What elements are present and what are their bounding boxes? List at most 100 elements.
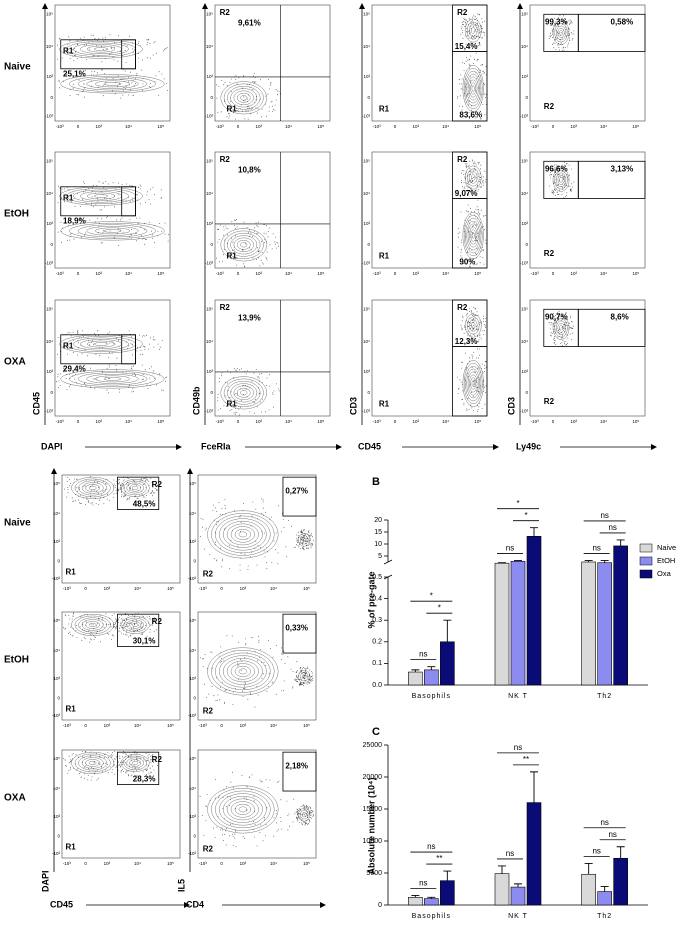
gate <box>121 186 136 217</box>
gate-label: R2 <box>544 397 555 406</box>
x-axis-label: FceRIa <box>201 441 232 451</box>
y-tick-label: -10³ <box>205 409 214 414</box>
x-tick-label: 0 <box>394 419 397 424</box>
arrow-head <box>517 3 523 9</box>
x-tick-label: 10⁴ <box>134 586 141 591</box>
contour <box>466 21 480 40</box>
error-bar <box>600 560 609 563</box>
x-tick-label: 10⁵ <box>632 271 639 276</box>
contour <box>211 650 275 693</box>
gate-label: 0,27% <box>285 486 308 495</box>
contour <box>230 663 255 680</box>
contour <box>465 217 482 254</box>
y-tick-label: 10⁴ <box>189 786 196 791</box>
y-tick-label: 10⁴ <box>53 648 60 653</box>
bar <box>424 898 439 906</box>
contour <box>465 70 482 107</box>
contour <box>236 239 251 250</box>
contour <box>86 226 139 236</box>
contour <box>85 484 100 492</box>
significance-label: ns <box>592 544 600 553</box>
y-tick-label: 10⁵ <box>46 158 53 163</box>
contour <box>215 652 271 691</box>
x-tick-label: 10³ <box>95 419 102 424</box>
significance-label: * <box>438 603 441 612</box>
x-tick-label: 10⁴ <box>125 419 132 424</box>
gate-label: R2 <box>457 303 468 312</box>
contour <box>223 83 264 112</box>
contour <box>240 242 248 248</box>
bar <box>581 561 596 686</box>
contour <box>462 360 484 407</box>
contour <box>78 480 108 496</box>
contour <box>552 168 570 192</box>
gate-label: R1 <box>227 400 238 409</box>
x-tick-label: -10³ <box>531 124 540 129</box>
x-tick-label: 10³ <box>104 861 111 866</box>
contour <box>81 619 104 631</box>
scatter-dots <box>217 368 280 416</box>
x-tick-label: 10⁵ <box>474 271 481 276</box>
x-tick-label: 10³ <box>240 861 247 866</box>
arrow-head <box>42 3 48 9</box>
contour <box>73 337 129 351</box>
contour <box>467 223 479 248</box>
x-tick-label: 10⁴ <box>442 124 449 129</box>
x-tick-label: 10³ <box>255 271 262 276</box>
x-tick-label: 0 <box>237 124 240 129</box>
x-tick-label: 0 <box>394 124 397 129</box>
y-tick-label: 10⁵ <box>206 158 213 163</box>
bar <box>408 897 423 906</box>
contour <box>222 521 263 548</box>
significance-label: ns <box>419 650 427 659</box>
contour <box>470 229 476 242</box>
error-bar <box>514 883 522 888</box>
x-tick-label: 10⁴ <box>270 723 277 728</box>
gate-label: 15,4% <box>455 42 478 51</box>
contour <box>103 229 122 233</box>
y-tick-label: 10⁵ <box>363 158 370 163</box>
error-bar <box>427 666 436 670</box>
x-tick-label: 10⁴ <box>600 419 607 424</box>
y-tick-label: 0 <box>193 834 196 839</box>
y-tick-label: -10³ <box>45 409 54 414</box>
arrow-head <box>320 902 326 908</box>
flow-plot-frame <box>54 151 171 269</box>
x-tick-label: 10⁴ <box>270 586 277 591</box>
significance-label: ns <box>600 511 608 520</box>
y-tick-label: 10 <box>374 541 382 548</box>
error-bar <box>616 846 625 859</box>
x-tick-label: 10³ <box>570 271 577 276</box>
x-tick-label: Basophils <box>412 913 451 920</box>
y-tick-label: -10³ <box>520 409 529 414</box>
flow-plot-frame <box>371 4 488 122</box>
y-tick-label: 10⁴ <box>521 339 528 344</box>
x-tick-label: 10³ <box>104 586 111 591</box>
y-tick-label: 10⁴ <box>206 339 213 344</box>
y-tick-label: -10³ <box>362 114 371 119</box>
row-label: Naive <box>4 518 31 529</box>
y-tick-label: 10⁴ <box>363 339 370 344</box>
gate-label: R1 <box>66 567 77 576</box>
y-tick-label: 20 <box>374 517 382 524</box>
contour <box>74 753 111 773</box>
scatter-dots <box>199 771 314 847</box>
contour <box>77 224 148 238</box>
y-tick-label: 10³ <box>521 74 528 79</box>
contour <box>465 365 482 402</box>
y-tick-label: 10000 <box>363 838 383 845</box>
contour <box>126 482 144 494</box>
y-tick-label: 15 <box>374 529 382 536</box>
y-tick-label: 10³ <box>46 221 53 226</box>
bar <box>613 545 628 686</box>
x-tick-label: -10³ <box>199 586 208 591</box>
contour <box>300 810 309 820</box>
gate-label: 9,61% <box>238 19 261 28</box>
axis-break <box>383 559 393 565</box>
bar <box>510 560 526 686</box>
y-tick-label: 0.3 <box>372 617 382 624</box>
x-tick-label: 10⁵ <box>474 124 481 129</box>
bar <box>494 873 510 906</box>
error-bar <box>530 527 538 537</box>
y-tick-label: 0 <box>50 95 53 100</box>
